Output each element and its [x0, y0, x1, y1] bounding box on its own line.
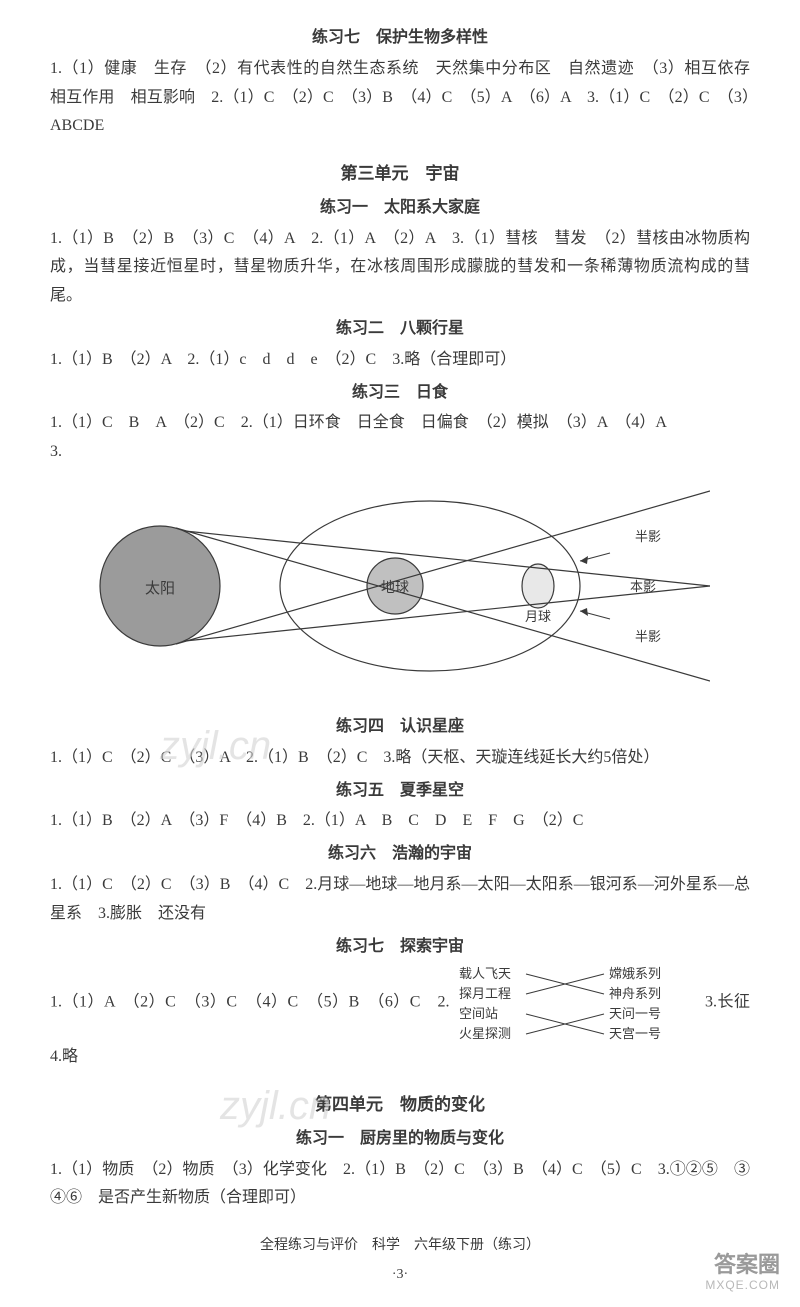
unit3-p1-title: 练习一 太阳系大家庭: [50, 194, 750, 223]
unit3-p6-answers: 1.（1）C （2）C （3）B （4）C 2.月球—地球—地月系—太阳—太阳系…: [50, 871, 750, 929]
unit3-p3-answers: 1.（1）C B A （2）C 2.（1）日环食 日全食 日偏食 （2）模拟 （…: [50, 409, 750, 438]
svg-text:天宫一号: 天宫一号: [609, 1026, 661, 1041]
svg-text:半影: 半影: [635, 529, 661, 544]
unit3-p3-title: 练习三 日食: [50, 379, 750, 408]
svg-text:月球: 月球: [525, 609, 551, 624]
unit3-p4-title: 练习四 认识星座: [50, 713, 750, 742]
unit3-p5-answers: 1.（1）B （2）A （3）F （4）B 2.（1）A B C D E F G…: [50, 807, 750, 836]
svg-text:天问一号: 天问一号: [609, 1006, 661, 1021]
practice-7-biodiversity-title: 练习七 保护生物多样性: [50, 24, 750, 53]
svg-text:火星探测: 火星探测: [459, 1026, 511, 1041]
svg-text:半影: 半影: [635, 629, 661, 644]
svg-text:本影: 本影: [630, 579, 656, 594]
unit3-p7-title: 练习七 探索宇宙: [50, 933, 750, 962]
practice-7-biodiversity-answers: 1.（1）健康 生存 （2）有代表性的自然生态系统 天然集中分布区 自然遗迹 （…: [50, 55, 750, 141]
footer-text: 全程练习与评价 科学 六年级下册（练习）: [50, 1233, 750, 1258]
unit3-p2-title: 练习二 八颗行星: [50, 315, 750, 344]
matching-diagram: 载人飞天 探月工程 空间站 火星探测 嫦娥系列 神舟系列 天问一号 天宫一号: [454, 963, 684, 1043]
unit3-p2-answers: 1.（1）B （2）A 2.（1）c d d e （2）C 3.略（合理即可）: [50, 346, 750, 375]
unit-4-title: 第四单元 物质的变化: [50, 1090, 750, 1121]
unit3-p5-title: 练习五 夏季星空: [50, 777, 750, 806]
svg-text:探月工程: 探月工程: [459, 986, 511, 1001]
corner-watermark: 答案圈 MXQE.COM: [705, 1252, 780, 1293]
svg-text:神舟系列: 神舟系列: [609, 986, 661, 1001]
unit3-p3-q3: 3.: [50, 438, 750, 467]
unit-3-title: 第三单元 宇宙: [50, 159, 750, 190]
svg-text:空间站: 空间站: [459, 1006, 498, 1021]
unit4-p1-title: 练习一 厨房里的物质与变化: [50, 1125, 750, 1154]
unit3-p7-prefix: 1.（1）A （2）C （3）C （4）C （5）B （6）C 2.: [50, 994, 449, 1011]
svg-text:嫦娥系列: 嫦娥系列: [609, 966, 661, 981]
unit3-p4-answers: 1.（1）C （2）C （3）A 2.（1）B （2）C 3.略（天枢、天璇连线…: [50, 744, 750, 773]
eclipse-diagram: 太阳 地球 月球 半影 本影 半影: [90, 471, 710, 701]
unit4-p1-answers: 1.（1）物质 （2）物质 （3）化学变化 2.（1）B （2）C （3）B （…: [50, 1156, 750, 1214]
svg-text:载人飞天: 载人飞天: [459, 966, 511, 981]
svg-text:太阳: 太阳: [145, 580, 175, 597]
unit3-p1-answers: 1.（1）B （2）B （3）C （4）A 2.（1）A （2）A 3.（1）彗…: [50, 225, 750, 311]
unit3-p7-answers: 1.（1）A （2）C （3）C （4）C （5）B （6）C 2. 载人飞天 …: [50, 963, 750, 1072]
unit3-p6-title: 练习六 浩瀚的宇宙: [50, 840, 750, 869]
page-number: ·3·: [50, 1262, 750, 1287]
